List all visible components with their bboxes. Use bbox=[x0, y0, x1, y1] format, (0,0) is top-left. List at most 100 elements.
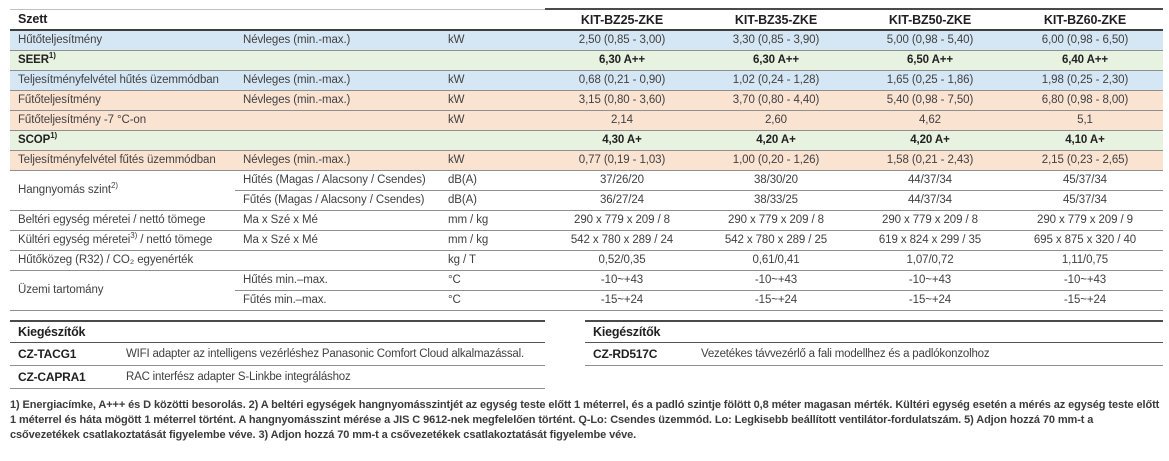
footnote-marker: 1) bbox=[50, 131, 58, 141]
row-sublabel: Névleges (min.-max.) bbox=[235, 30, 440, 51]
value-cell: 4,30 A+ bbox=[545, 130, 699, 151]
value-cell: 38/30/20 bbox=[699, 170, 853, 191]
row-label: Beltéri egység méretei / nettó tömege bbox=[10, 210, 235, 231]
table-row: Fűtés min.–max. °C -15~+24 -15~+24 -15~+24 -1… bbox=[10, 290, 1163, 311]
row-unit: kW bbox=[440, 30, 545, 51]
value-cell: 1,58 (0,21 - 2,43) bbox=[853, 150, 1007, 171]
row-label: SCOP1) bbox=[10, 130, 545, 151]
table-row: Hűtőközeg (R32) / CO₂ egyenérték kg / T 0,… bbox=[10, 250, 1163, 271]
row-unit: dB(A) bbox=[440, 170, 545, 191]
row-sublabel: Fűtés min.–max. bbox=[235, 290, 440, 311]
value-cell: 0,77 (0,19 - 1,03) bbox=[545, 150, 699, 171]
table-row: SCOP1) 4,30 A+ 4,20 A+ 4,20 A+ 4,10 A+ bbox=[10, 130, 1163, 151]
value-cell: 1,65 (0,25 - 1,86) bbox=[853, 70, 1007, 91]
row-label-text: Fűtőteljesítmény -7 °C-on bbox=[18, 114, 147, 126]
row-unit: kW bbox=[440, 70, 545, 91]
value-cell: 5,00 (0,98 - 5,40) bbox=[853, 30, 1007, 51]
row-sublabel: Ma x Szé x Mé bbox=[235, 210, 440, 231]
value-cell: -10~+43 bbox=[545, 270, 699, 291]
value-cell: 0,52/0,35 bbox=[545, 250, 699, 271]
row-unit: kW bbox=[440, 150, 545, 171]
accessories-title: Kiegészítők bbox=[10, 319, 545, 343]
value-cell: 4,10 A+ bbox=[1007, 130, 1163, 151]
accessory-code: CZ-CAPRA1 bbox=[10, 365, 118, 389]
value-cell: 2,60 bbox=[699, 110, 853, 131]
footnote-marker: 1) bbox=[48, 51, 56, 61]
row-unit: mm / kg bbox=[440, 230, 545, 251]
value-cell: 290 x 779 x 209 / 8 bbox=[545, 210, 699, 231]
model-header: KIT-BZ25-ZKE bbox=[545, 8, 699, 31]
row-label-text: Teljesítményfelvétel fűtés üzemmódban bbox=[18, 154, 216, 166]
row-label: Hűtőközeg (R32) / CO₂ egyenérték bbox=[10, 250, 440, 271]
value-cell: 45/37/34 bbox=[1007, 170, 1163, 191]
table-row: SEER1) 6,30 A++ 6,30 A++ 6,50 A++ 6,40 A++ bbox=[10, 50, 1163, 71]
value-cell: 542 x 780 x 289 / 24 bbox=[545, 230, 699, 251]
value-cell: 2,14 bbox=[545, 110, 699, 131]
row-label: Teljesítményfelvétel hűtés üzemmódban bbox=[10, 70, 235, 91]
value-cell: 1,07/0,72 bbox=[853, 250, 1007, 271]
row-unit: dB(A) bbox=[440, 190, 545, 211]
row-label-text: Hangnyomás szint bbox=[18, 184, 111, 196]
row-label: Hangnyomás szint2) bbox=[10, 170, 235, 211]
table-row: Teljesítményfelvétel fűtés üzemmódban Név… bbox=[10, 150, 1163, 171]
table-row: Üzemi tartomány Hűtés min.–max. °C -10~+43-… bbox=[10, 270, 1163, 311]
value-cell: 1,02 (0,24 - 1,28) bbox=[699, 70, 853, 91]
model-header: KIT-BZ35-ZKE bbox=[699, 8, 853, 31]
row-unit: °C bbox=[440, 290, 545, 311]
row-label-text: Üzemi tartomány bbox=[18, 284, 104, 296]
accessory-desc: Vezetékes távvezérlő a fali modellhez és… bbox=[693, 342, 1163, 366]
value-cell: 37/26/20 bbox=[545, 170, 699, 191]
model-header: KIT-BZ50-ZKE bbox=[853, 8, 1007, 31]
row-label: Üzemi tartomány bbox=[10, 270, 235, 311]
value-cell: 3,15 (0,80 - 3,60) bbox=[545, 90, 699, 111]
row-label-text: Teljesítményfelvétel hűtés üzemmódban bbox=[18, 74, 219, 86]
value-cell: 6,00 (0,98 - 6,50) bbox=[1007, 30, 1163, 51]
row-sublabel: Ma x Szé x Mé bbox=[235, 230, 440, 251]
value-cell: 5,40 (0,98 - 7,50) bbox=[853, 90, 1007, 111]
value-cell: 290 x 779 x 209 / 8 bbox=[853, 210, 1007, 231]
value-cell: 6,80 (0,98 - 8,00) bbox=[1007, 90, 1163, 111]
row-label-text: Fűtőteljesítmény bbox=[18, 94, 101, 106]
row-label: Fűtőteljesítmény -7 °C-on bbox=[10, 110, 440, 131]
footnote-marker: 2) bbox=[111, 181, 118, 191]
row-label: Kültéri egység méretei3) / nettó tömege bbox=[10, 230, 235, 251]
row-label: Teljesítményfelvétel fűtés üzemmódban bbox=[10, 150, 235, 171]
accessory-row: CZ-CAPRA1 RAC interfész adapter S-Linkbe… bbox=[10, 365, 545, 389]
row-label-text: Kültéri egység méretei bbox=[18, 234, 131, 246]
spec-sheet-page: Szett KIT-BZ25-ZKE KIT-BZ35-ZKE KIT-BZ50-ZK… bbox=[10, 8, 1163, 441]
value-cell: 0,68 (0,21 - 0,90) bbox=[545, 70, 699, 91]
value-cell: -15~+24 bbox=[853, 290, 1007, 311]
value-cell: 2,50 (0,85 - 3,00) bbox=[545, 30, 699, 51]
accessories-title: Kiegészítők bbox=[585, 319, 1163, 343]
table-row: Kültéri egység méretei3) / nettó tömege M… bbox=[10, 230, 1163, 251]
row-unit: kW bbox=[440, 90, 545, 111]
table-row: Fűtőteljesítmény Névleges (min.-max.) kW 3,… bbox=[10, 90, 1163, 111]
row-label-text: Hűtőközeg (R32) / CO₂ egyenérték bbox=[18, 254, 194, 266]
value-cell: 619 x 824 x 299 / 35 bbox=[853, 230, 1007, 251]
value-cell: 1,98 (0,25 - 2,30) bbox=[1007, 70, 1163, 91]
header-spacer bbox=[440, 8, 545, 31]
table-row: Fűtés (Magas / Alacsony / Csendes) dB(A) 3… bbox=[10, 190, 1163, 211]
row-label-tail: / nettó tömege bbox=[137, 234, 213, 246]
header-spacer bbox=[235, 8, 440, 31]
spec-table: Szett KIT-BZ25-ZKE KIT-BZ35-ZKE KIT-BZ50-ZK… bbox=[10, 8, 1163, 311]
row-sublabel: Névleges (min.-max.) bbox=[235, 150, 440, 171]
value-cell: 38/33/25 bbox=[699, 190, 853, 211]
value-cell: 3,70 (0,80 - 4,40) bbox=[699, 90, 853, 111]
value-cell: -15~+24 bbox=[1007, 290, 1163, 311]
value-cell: 1,11/0,75 bbox=[1007, 250, 1163, 271]
value-cell: 3,30 (0,85 - 3,90) bbox=[699, 30, 853, 51]
value-cell: 0,61/0,41 bbox=[699, 250, 853, 271]
accessory-row: CZ-TACG1 WIFI adapter az intelligens vez… bbox=[10, 342, 545, 366]
table-row: Beltéri egység méretei / nettó tömege Ma … bbox=[10, 210, 1163, 231]
value-cell: 36/27/24 bbox=[545, 190, 699, 211]
value-cell: -10~+43 bbox=[853, 270, 1007, 291]
value-cell: 290 x 779 x 209 / 8 bbox=[699, 210, 853, 231]
value-cell: -10~+43 bbox=[1007, 270, 1163, 291]
row-sublabel: Fűtés (Magas / Alacsony / Csendes) bbox=[235, 190, 440, 211]
table-header-row: Szett KIT-BZ25-ZKE KIT-BZ35-ZKE KIT-BZ50-ZK… bbox=[10, 8, 1163, 31]
row-unit: kg / T bbox=[440, 250, 545, 271]
row-unit: mm / kg bbox=[440, 210, 545, 231]
value-cell: 6,30 A++ bbox=[699, 50, 853, 71]
value-cell: 5,1 bbox=[1007, 110, 1163, 131]
